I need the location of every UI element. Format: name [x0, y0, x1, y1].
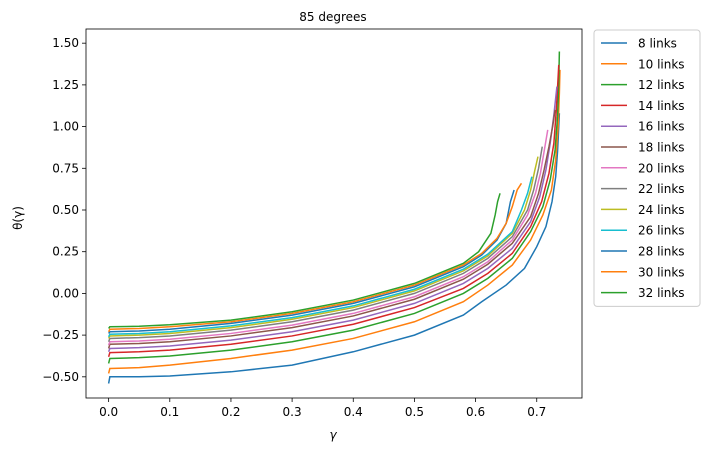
legend-label: 22 links: [638, 182, 685, 196]
y-axis-label: θ(γ): [11, 206, 25, 230]
series-line-7: [107, 129, 549, 346]
y-tick-label: 0.00: [52, 286, 79, 300]
legend-label: 10 links: [638, 57, 685, 71]
series-line-3: [107, 51, 561, 364]
series-line-12: [107, 182, 523, 333]
x-tick-label: 0.7: [527, 405, 546, 419]
y-tick-label: 1.00: [52, 120, 79, 134]
legend-label: 12 links: [638, 78, 685, 92]
chart-title: 85 degrees: [299, 10, 366, 24]
legend-label: 14 links: [638, 99, 685, 113]
plot-area: [85, 28, 583, 399]
series-line-13: [108, 193, 501, 329]
y-tick-label: 1.50: [52, 36, 79, 50]
x-tick-label: 0.4: [344, 405, 363, 419]
legend-label: 8 links: [638, 37, 677, 51]
plot-frame: [85, 28, 583, 399]
x-axis-label: γ: [329, 428, 337, 442]
series-line-10: [107, 176, 533, 338]
x-tick-label: 0.0: [99, 405, 118, 419]
y-tick-label: 1.25: [52, 78, 79, 92]
y-tick-label: 0.50: [52, 203, 79, 217]
legend-label: 20 links: [638, 161, 685, 175]
series-line-2: [107, 69, 561, 374]
legend-box: [593, 29, 701, 307]
y-tick-label: −0.50: [42, 370, 79, 384]
legend-label: 24 links: [638, 203, 685, 217]
series-line-1: [107, 113, 561, 384]
legend-label: 32 links: [638, 286, 685, 300]
series-line-6: [107, 109, 556, 349]
legend-label: 28 links: [638, 245, 685, 259]
series-line-4: [107, 64, 560, 358]
y-tick-label: 0.75: [52, 161, 79, 175]
legend-label: 26 links: [638, 224, 685, 238]
y-tick-label: 0.25: [52, 245, 79, 259]
legend-label: 18 links: [638, 141, 685, 155]
x-tick-label: 0.3: [283, 405, 302, 419]
series-line-11: [108, 189, 515, 334]
series-line-5: [107, 86, 558, 353]
x-tick-label: 0.5: [405, 405, 424, 419]
series-line-9: [107, 156, 539, 339]
series-line-8: [107, 146, 543, 343]
x-tick-label: 0.2: [221, 405, 240, 419]
legend: 8 links 10 links 12 links 14 links 16 links 1…: [593, 29, 701, 307]
legend-label: 16 links: [638, 120, 685, 134]
legend-label: 30 links: [638, 265, 685, 279]
y-axis: −0.50 −0.25 0.00 0.25 0.50 0.75 1.00 1.25 1.50: [42, 36, 86, 384]
x-tick-label: 0.6: [466, 405, 485, 419]
y-tick-label: −0.25: [42, 328, 79, 342]
x-axis: 0.0 0.1 0.2 0.3 0.4 0.5 0.6 0.7: [99, 398, 546, 419]
x-tick-label: 0.1: [160, 405, 179, 419]
